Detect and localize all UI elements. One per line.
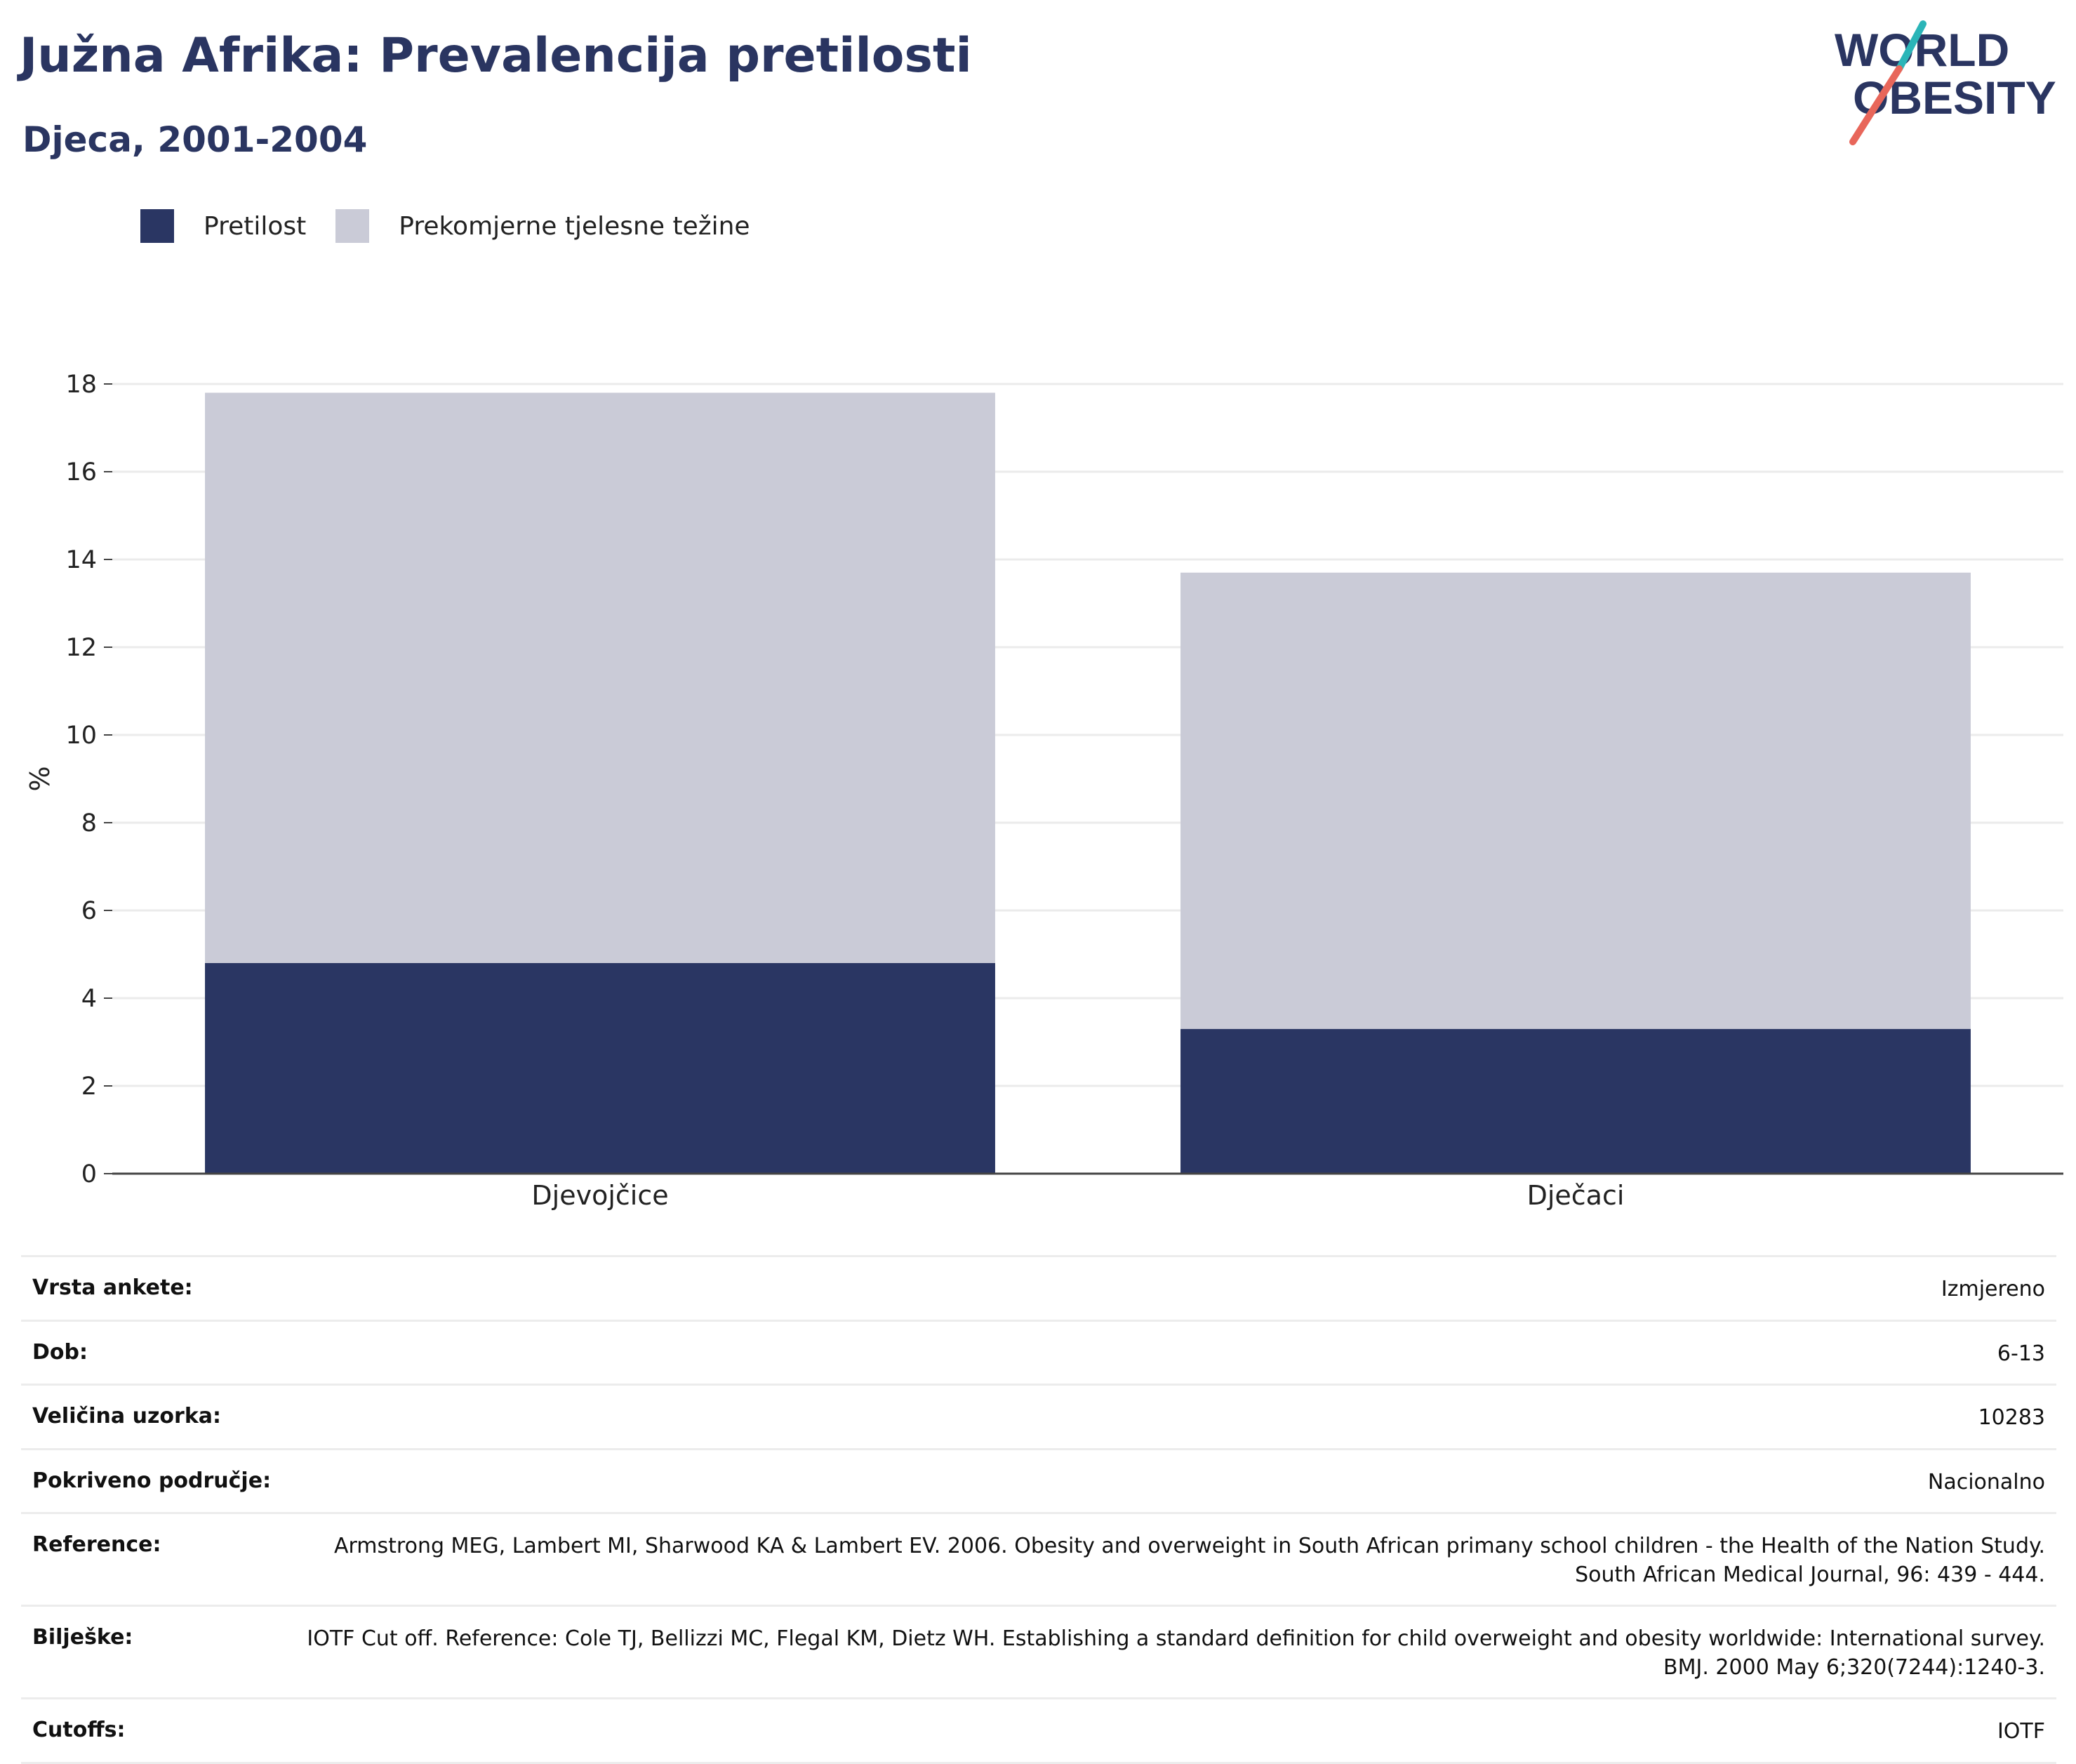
y-tick-label: 6	[81, 897, 97, 925]
info-value: IOTF	[1997, 1719, 2045, 1744]
legend-swatch-overweight	[335, 209, 370, 243]
world-obesity-logo: WORLD OBESITY	[1835, 20, 2056, 145]
info-key: Cutoffs:	[32, 1718, 126, 1742]
info-key: Vrsta ankete:	[32, 1275, 193, 1300]
legend-label-overweight: Prekomjerne tjelesne težine	[399, 211, 750, 241]
info-row-area-covered: Pokriveno područje: Nacionalno	[21, 1447, 2056, 1513]
info-value: IOTF Cut off. Reference: Cole TJ, Belliz…	[307, 1626, 2045, 1680]
info-row-references: Reference: Armstrong MEG, Lambert MI, Sh…	[21, 1512, 2056, 1605]
y-tick-label: 2	[81, 1073, 97, 1101]
info-key: Veličina uzorka:	[32, 1404, 222, 1428]
info-value: Nacionalno	[1927, 1469, 2045, 1494]
legend-swatch-obesity	[140, 209, 174, 243]
info-key: Dob:	[32, 1339, 88, 1365]
logo-slash-coral	[1849, 65, 1903, 145]
info-row-survey-type: Vrsta ankete: Izmjereno	[21, 1255, 2056, 1320]
chart-title: Južna Afrika: Prevalencija pretilosti	[20, 28, 972, 84]
chart-legend: Pretilost Prekomjerne tjelesne težine	[140, 209, 780, 243]
info-value: 6-13	[1997, 1341, 2045, 1366]
info-row-notes: Bilješke: IOTF Cut off. Reference: Cole …	[21, 1605, 2056, 1697]
info-row-age: Dob: 6-13	[21, 1319, 2056, 1384]
bars	[205, 392, 1971, 1174]
info-key: Pokriveno područje:	[32, 1468, 272, 1493]
legend-item-obesity[interactable]: Pretilost	[140, 209, 306, 243]
y-tick-label: 12	[65, 634, 97, 662]
x-tick-label: Dječaci	[1527, 1180, 1625, 1211]
survey-info-table: Vrsta ankete: Izmjereno Dob: 6-13 Veliči…	[21, 1255, 2056, 1764]
chart-subtitle: Djeca, 2001-2004	[22, 119, 368, 160]
bar-obesity	[1180, 1028, 1971, 1174]
bar-overweight	[1180, 572, 1971, 1029]
logo-slash-teal	[1896, 20, 1927, 72]
legend-label-obesity: Pretilost	[204, 211, 307, 241]
y-tick-label: 8	[81, 809, 97, 837]
info-value: 10283	[1978, 1405, 2045, 1430]
bar-obesity	[205, 963, 995, 1174]
logo-line2: OBESITY	[1853, 72, 2056, 124]
bar-overweight	[205, 392, 995, 963]
legend-item-overweight[interactable]: Prekomjerne tjelesne težine	[335, 209, 750, 243]
stacked-bar-chart: 0 2 4 6 8 10 12 14 16 18 Djevojčice Dječaci%	[25, 371, 2063, 1211]
info-row-sample-size: Veličina uzorka: 10283	[21, 1384, 2056, 1448]
info-value: Armstrong MEG, Lambert MI, Sharwood KA &…	[333, 1534, 2045, 1587]
info-row-cutoffs: Cutoffs: IOTF	[21, 1697, 2056, 1764]
axes: 0 2 4 6 8 10 12 14 16 18 Djevojčice Dječaci%	[25, 371, 2063, 1211]
y-tick-label: 14	[65, 546, 97, 574]
y-tick-label: 18	[65, 371, 97, 399]
info-key: Bilješke:	[32, 1625, 133, 1650]
y-tick-label: 4	[81, 985, 97, 1013]
y-tick-label: 10	[65, 722, 97, 750]
y-tick-label: 16	[65, 458, 97, 486]
info-value: Izmjereno	[1941, 1277, 2045, 1301]
x-tick-label: Djevojčice	[531, 1180, 668, 1211]
info-key: Reference:	[32, 1532, 161, 1557]
y-axis-title: %	[25, 766, 55, 791]
y-tick-label: 0	[81, 1160, 97, 1188]
